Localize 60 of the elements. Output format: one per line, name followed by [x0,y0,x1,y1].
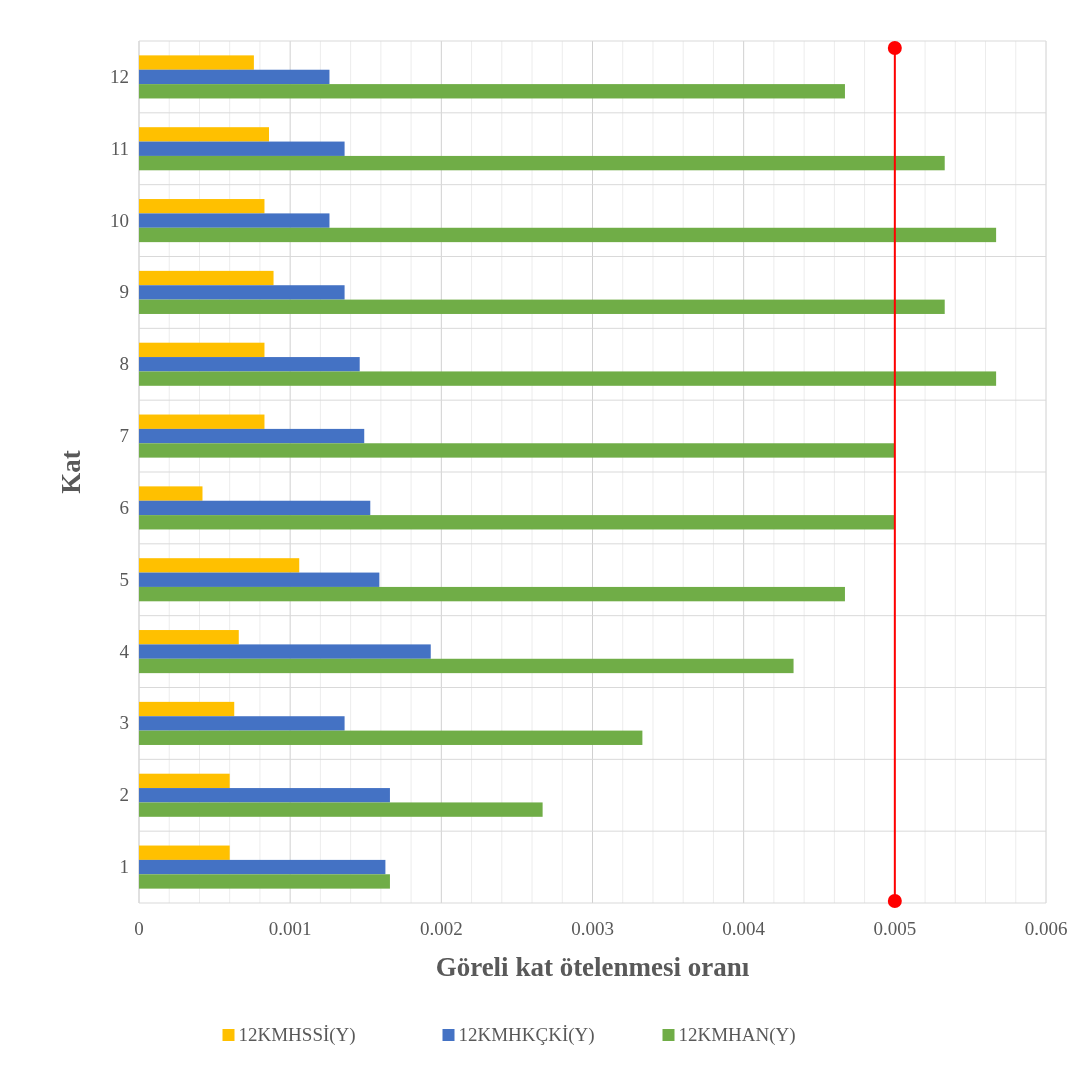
legend-label: 12KMHKÇKİ(Y) [458,1024,595,1046]
bar [139,773,230,789]
y-tick-label: 12 [110,65,129,87]
y-axis-title: Kat [56,450,86,494]
bar [139,199,265,214]
bar [139,558,300,573]
bar [139,802,543,817]
bar [139,859,386,875]
bar [139,716,345,731]
bar [139,127,269,142]
x-tick-label: 0.006 [1024,918,1068,939]
bar [139,658,794,674]
y-tick-label: 6 [119,496,129,518]
y-tick-label: 7 [119,425,129,447]
bar [139,500,371,516]
bar [139,874,390,889]
bar [139,371,997,386]
x-tick-label: 0.003 [571,918,614,939]
bar [139,155,945,171]
bar [139,730,643,745]
bar [139,55,254,70]
bar [139,141,345,156]
bar [139,630,239,645]
bar [139,69,330,85]
x-axis-title: Göreli kat ötelenmesi oranı [435,952,750,982]
x-tick-label: 0.005 [873,918,917,939]
y-tick-label: 3 [119,712,129,734]
y-tick-label: 1 [119,856,129,878]
legend-label: 12KMHSSİ(Y) [238,1024,356,1046]
bar [139,486,203,501]
x-tick-label: 0.001 [268,918,312,939]
bar [139,213,330,228]
bar [139,84,845,99]
y-tick-label: 10 [110,209,129,231]
x-tick-label: 0 [134,918,144,939]
bar [139,414,265,429]
bar [139,299,945,314]
bar [139,285,345,300]
bar [139,644,431,659]
y-tick-label: 11 [110,137,129,159]
x-tick-label: 0.004 [722,918,766,939]
y-tick-label: 8 [119,353,129,375]
y-tick-label: 4 [119,640,130,662]
bar [139,443,895,458]
bar [139,586,845,602]
y-tick-label: 2 [119,784,129,806]
bar [139,572,380,587]
legend-label: 12KMHAN(Y) [678,1024,796,1046]
bar [139,357,360,372]
bar [139,270,274,286]
bar [139,227,997,243]
y-tick-label: 5 [119,568,129,590]
bar [139,342,265,358]
bar [139,515,895,530]
bar [139,701,235,717]
bar [139,788,390,803]
x-tick-label: 0.002 [419,918,463,939]
bar [139,428,365,444]
y-tick-label: 9 [119,281,129,303]
bar [139,845,230,860]
